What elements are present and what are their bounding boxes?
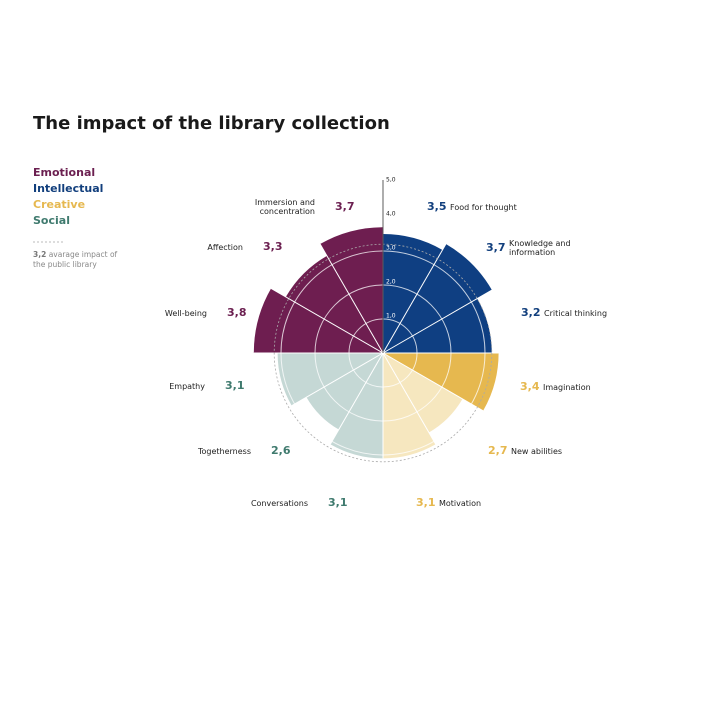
value-label: 2,6 xyxy=(271,444,291,457)
sector-divider xyxy=(291,352,384,407)
value-label: 3,1 xyxy=(225,379,245,392)
value-label: 3,8 xyxy=(227,306,247,319)
category-label: Motivation xyxy=(439,498,482,508)
value-label: 3,1 xyxy=(416,496,436,509)
r-tick-label: 3,0 xyxy=(386,245,396,252)
r-tick-label: 2,0 xyxy=(386,279,396,286)
legend-entry: Intellectual xyxy=(33,182,103,195)
sector-divider xyxy=(382,289,493,354)
legend-entry: Social xyxy=(33,214,70,227)
sector xyxy=(383,353,463,433)
sector-divider xyxy=(382,352,437,445)
category-label: New abilities xyxy=(511,446,563,456)
average-label: 3,2 xyxy=(33,250,47,259)
legend-entry: Emotional xyxy=(33,166,95,179)
value-label: 3,5 xyxy=(427,200,447,213)
sector xyxy=(320,227,383,353)
category-label: Immersion and concentration xyxy=(254,198,315,216)
value-label: 3,1 xyxy=(328,496,348,509)
category-label: Food for thought xyxy=(450,202,517,212)
value-label: 2,7 xyxy=(488,444,508,457)
r-tick-label: 1,0 xyxy=(386,313,396,320)
value-label: 3,2 xyxy=(521,306,541,319)
sector-divider xyxy=(382,352,484,412)
category-label: Well-being xyxy=(164,308,207,318)
category-label: Togetherness xyxy=(197,446,251,456)
sector-divider xyxy=(319,243,384,354)
category-label: Critical thinking xyxy=(544,308,608,318)
category-label: Imagination xyxy=(543,382,591,392)
sector-divider xyxy=(329,352,384,445)
value-label: 3,7 xyxy=(335,200,355,213)
r-tick-label: 4,0 xyxy=(386,211,396,218)
average-text: avarage impact of the public library xyxy=(33,250,118,269)
value-label: 3,3 xyxy=(263,240,283,253)
legend-entry: Creative xyxy=(33,198,85,211)
value-label: 3,4 xyxy=(520,380,540,393)
sector xyxy=(330,353,383,459)
category-label: Conversations xyxy=(250,498,308,508)
sector xyxy=(383,353,436,459)
sector xyxy=(277,353,383,406)
sector xyxy=(383,353,499,411)
sector-divider xyxy=(270,287,384,354)
sector xyxy=(383,234,443,353)
value-label: 3,7 xyxy=(486,241,506,254)
category-label: Affection xyxy=(207,242,243,252)
sector xyxy=(383,244,492,353)
category-label: Knowledge and information xyxy=(509,239,571,257)
sector-divider xyxy=(382,243,447,354)
sector xyxy=(306,353,383,430)
chart-title: The impact of the library collection xyxy=(33,113,390,134)
sector xyxy=(383,298,492,353)
average-note: 3,2 avarage impact of the public library xyxy=(33,250,125,270)
r-tick-label: 5,0 xyxy=(386,177,396,184)
sector xyxy=(253,288,383,353)
category-label: Empathy xyxy=(169,381,205,391)
